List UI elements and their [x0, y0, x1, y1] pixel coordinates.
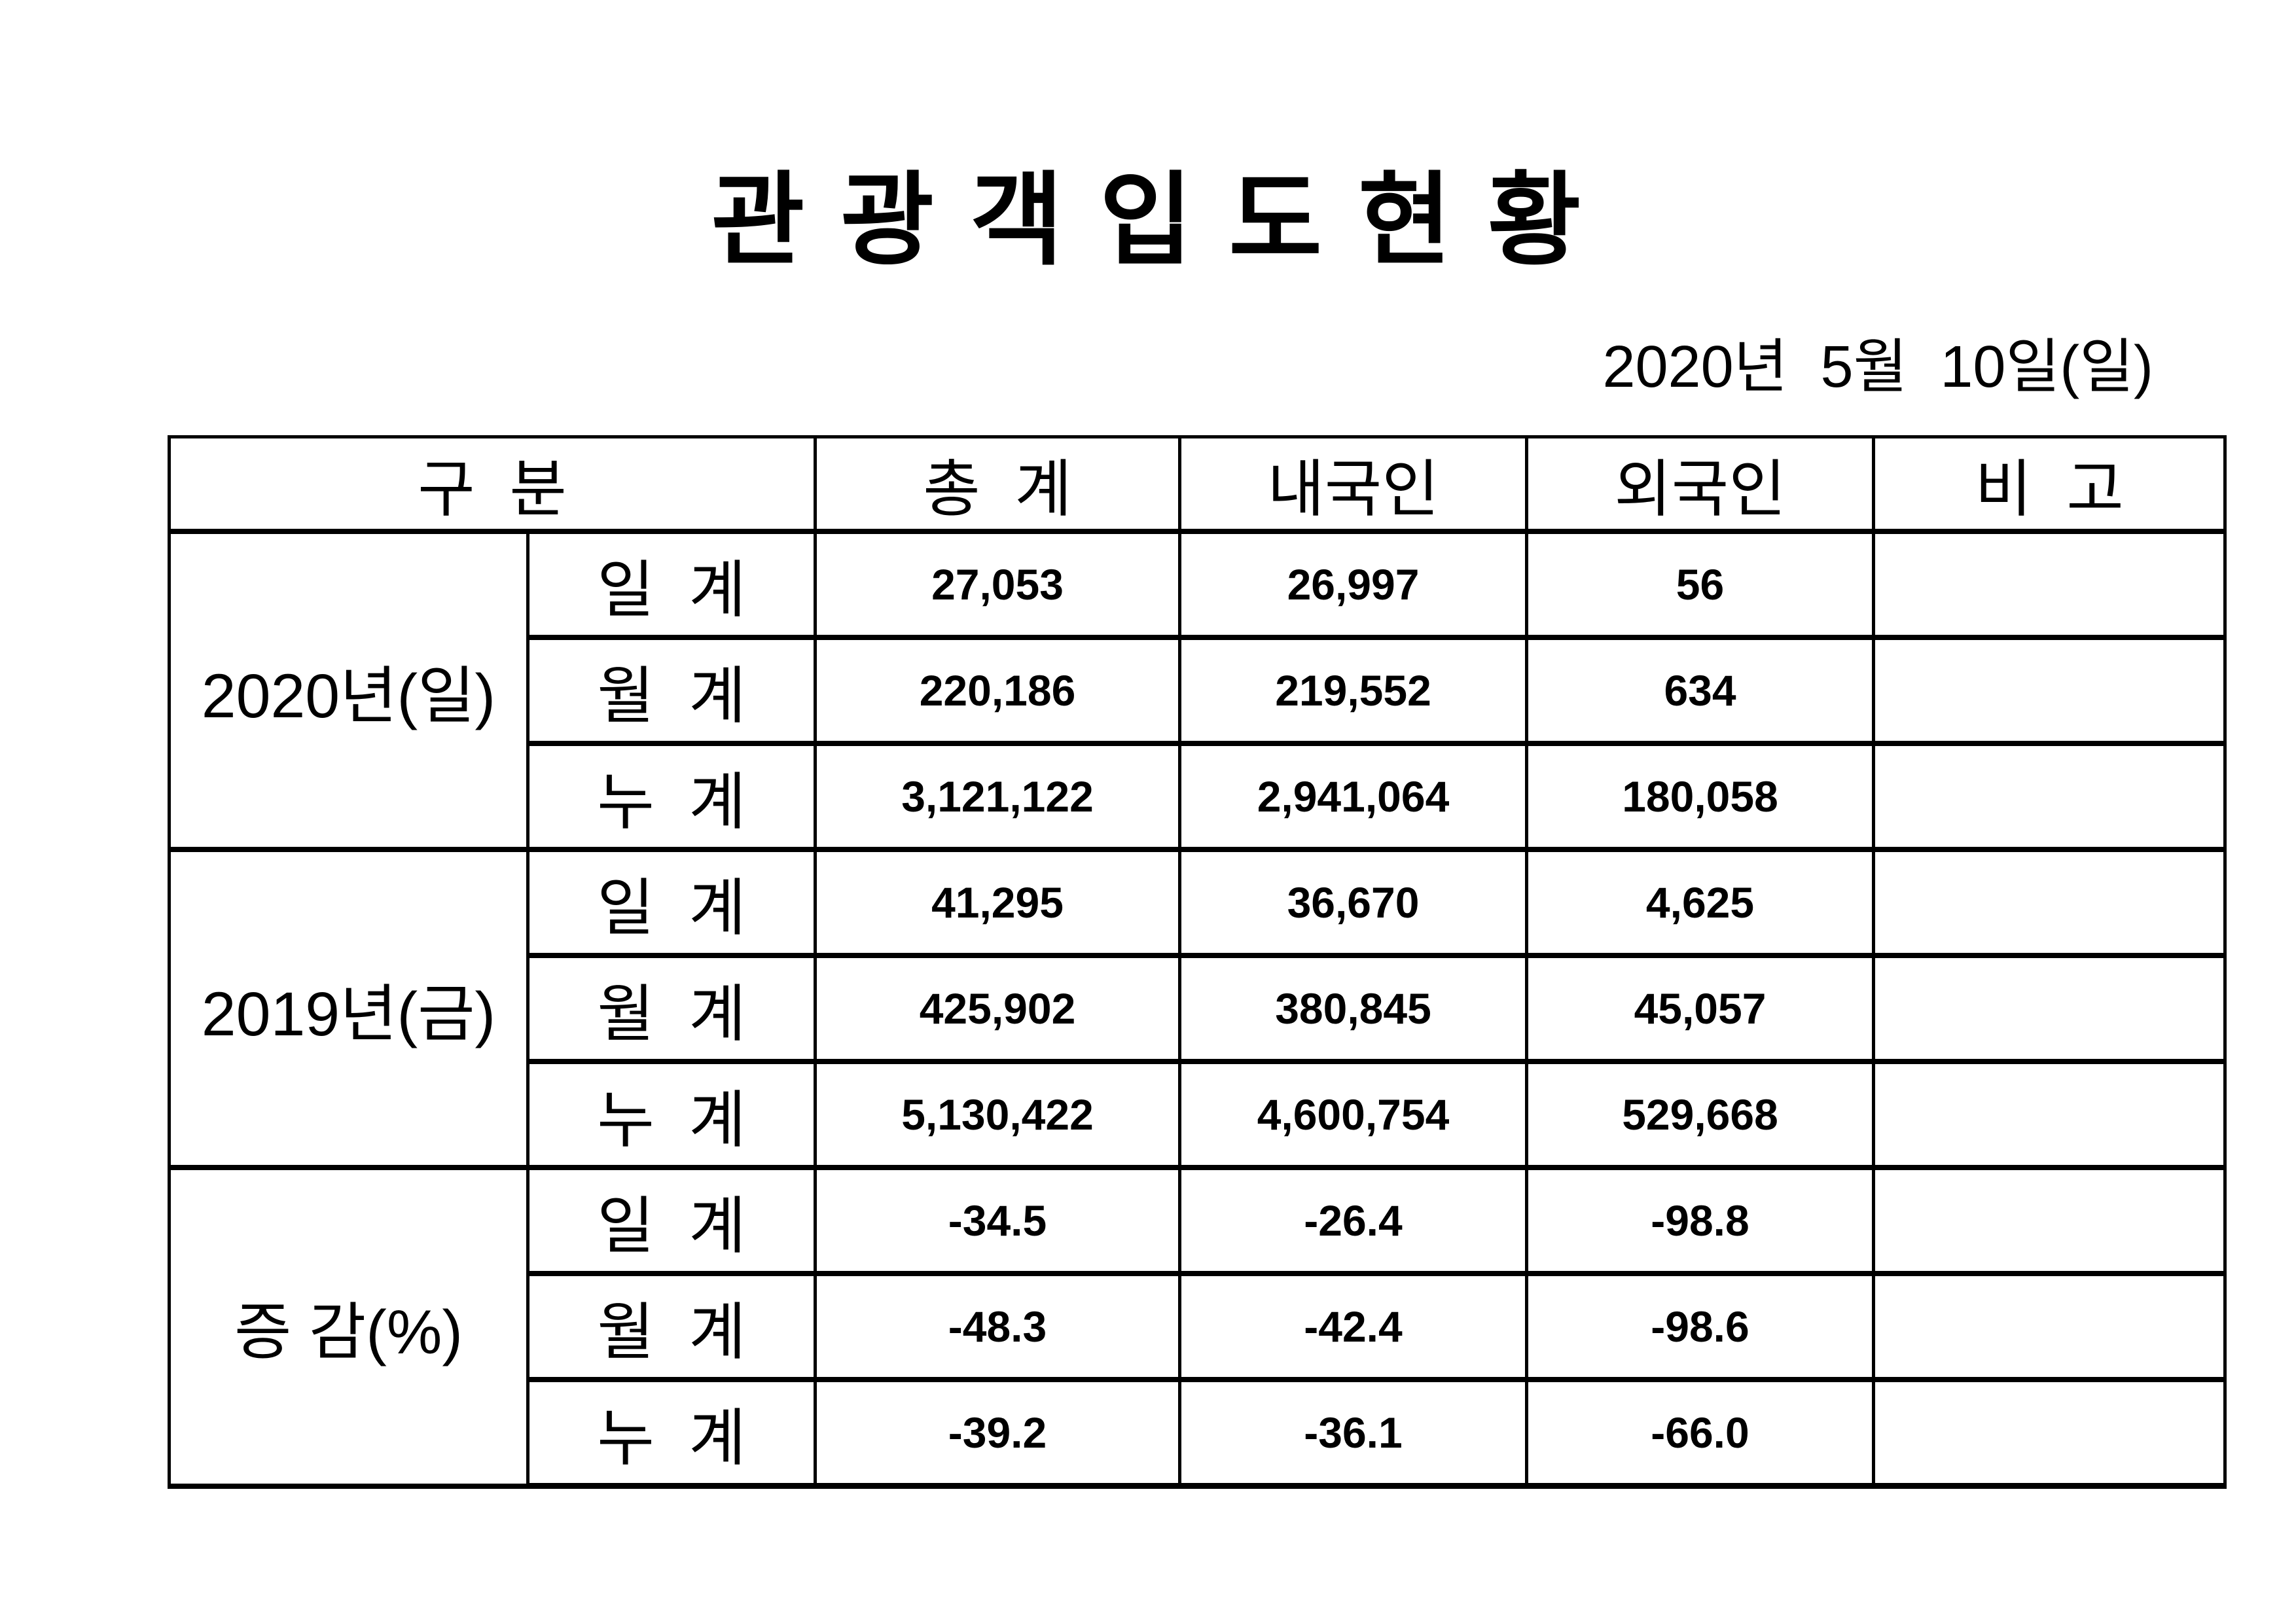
total-cell: 220,186: [814, 635, 1181, 746]
domestic-cell: 2,941,064: [1178, 741, 1528, 852]
page-title: 관 광 객 입 도 현 황: [711, 164, 1585, 277]
foreign-cell: 4,625: [1525, 847, 1875, 958]
note-cell: [1872, 847, 2227, 958]
note-cell: [1872, 1377, 2227, 1489]
total-cell: -39.2: [814, 1377, 1181, 1489]
row-label-cell: 월 계: [526, 1271, 817, 1382]
row-label-cell: 일 계: [526, 529, 817, 640]
row-label-cell: 일 계: [526, 847, 817, 958]
row-label-cell: 누 계: [526, 1377, 817, 1489]
table-row: 누 계 -39.2 -36.1 -66.0: [170, 1377, 2227, 1489]
row-label-cell: 일 계: [526, 1165, 817, 1276]
header-cell-domestic: 내국인: [1178, 435, 1528, 534]
foreign-cell: 56: [1525, 529, 1875, 640]
total-cell: 41,295: [814, 847, 1181, 958]
row-label-cell: 누 계: [526, 741, 817, 852]
tourist-status-table: 구 분 총 계 내국인 외국인 비 고 2020년(일) 일 계 27,053 …: [168, 435, 2227, 1489]
total-cell: 5,130,422: [814, 1059, 1181, 1170]
report-date: 2020년 5월 10일(일): [1602, 334, 2153, 400]
year-cell-change: 증 감(%): [168, 1165, 529, 1489]
total-cell: 3,121,122: [814, 741, 1181, 852]
row-label-cell: 월 계: [526, 635, 817, 746]
total-cell: 27,053: [814, 529, 1181, 640]
foreign-cell: 180,058: [1525, 741, 1875, 852]
note-cell: [1872, 953, 2227, 1064]
row-label-cell: 월 계: [526, 953, 817, 1064]
note-cell: [1872, 529, 2227, 640]
total-cell: -48.3: [814, 1271, 1181, 1382]
note-cell: [1872, 741, 2227, 852]
note-cell: [1872, 1271, 2227, 1382]
note-cell: [1872, 1059, 2227, 1170]
year-cell-2019: 2019년(금): [168, 847, 529, 1170]
note-cell: [1872, 635, 2227, 746]
table-row: 월 계 220,186 219,552 634: [170, 635, 2227, 746]
table-row: 누 계 3,121,122 2,941,064 180,058: [170, 741, 2227, 852]
foreign-cell: -98.8: [1525, 1165, 1875, 1276]
table-container: 구 분 총 계 내국인 외국인 비 고 2020년(일) 일 계 27,053 …: [168, 435, 2227, 1489]
year-cell-2020: 2020년(일): [168, 529, 529, 852]
header-row: 구 분 총 계 내국인 외국인 비 고: [168, 435, 2227, 534]
domestic-cell: -42.4: [1178, 1271, 1528, 1382]
table-row: 월 계 425,902 380,845 45,057: [170, 953, 2227, 1064]
table-row: 증 감(%) 일 계 -34.5 -26.4 -98.8: [168, 1165, 2227, 1489]
total-cell: 425,902: [814, 953, 1181, 1064]
foreign-cell: 529,668: [1525, 1059, 1875, 1170]
foreign-cell: 634: [1525, 635, 1875, 746]
table-row: 누 계 5,130,422 4,600,754 529,668: [170, 1059, 2227, 1170]
table-row: 2020년(일) 일 계 27,053 26,997 56: [168, 529, 2227, 852]
foreign-cell: 45,057: [1525, 953, 1875, 1064]
header-cell-category: 구 분: [168, 435, 817, 534]
domestic-cell: 219,552: [1178, 635, 1528, 746]
foreign-cell: -66.0: [1525, 1377, 1875, 1489]
domestic-cell: -36.1: [1178, 1377, 1528, 1489]
domestic-cell: 36,670: [1178, 847, 1528, 958]
header-cell-note: 비 고: [1872, 435, 2227, 534]
foreign-cell: -98.6: [1525, 1271, 1875, 1382]
domestic-cell: 26,997: [1178, 529, 1528, 640]
domestic-cell: 4,600,754: [1178, 1059, 1528, 1170]
row-label-cell: 누 계: [526, 1059, 817, 1170]
table-row: 월 계 -48.3 -42.4 -98.6: [170, 1271, 2227, 1382]
domestic-cell: 380,845: [1178, 953, 1528, 1064]
total-cell: -34.5: [814, 1165, 1181, 1276]
header-cell-total: 총 계: [814, 435, 1181, 534]
domestic-cell: -26.4: [1178, 1165, 1528, 1276]
table-row: 2019년(금) 일 계 41,295 36,670 4,625: [168, 847, 2227, 1170]
header-cell-foreign: 외국인: [1525, 435, 1875, 534]
note-cell: [1872, 1165, 2227, 1276]
